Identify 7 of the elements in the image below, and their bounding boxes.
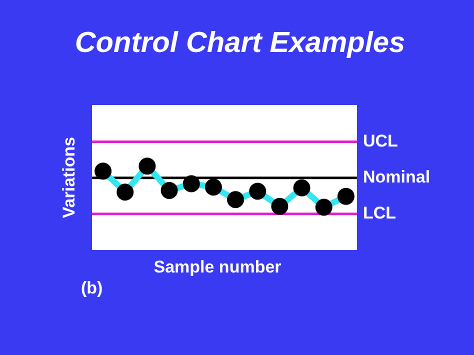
chart-title: Control Chart Examples (74, 27, 406, 59)
text: (b) (81, 278, 103, 298)
ref-line-label: Nominal (363, 168, 430, 187)
ref-line-label: LCL (363, 204, 396, 223)
x-axis-title: Sample number (154, 258, 282, 277)
y-axis-title: Variations (60, 136, 79, 218)
ref-line-label: UCL (363, 131, 398, 150)
